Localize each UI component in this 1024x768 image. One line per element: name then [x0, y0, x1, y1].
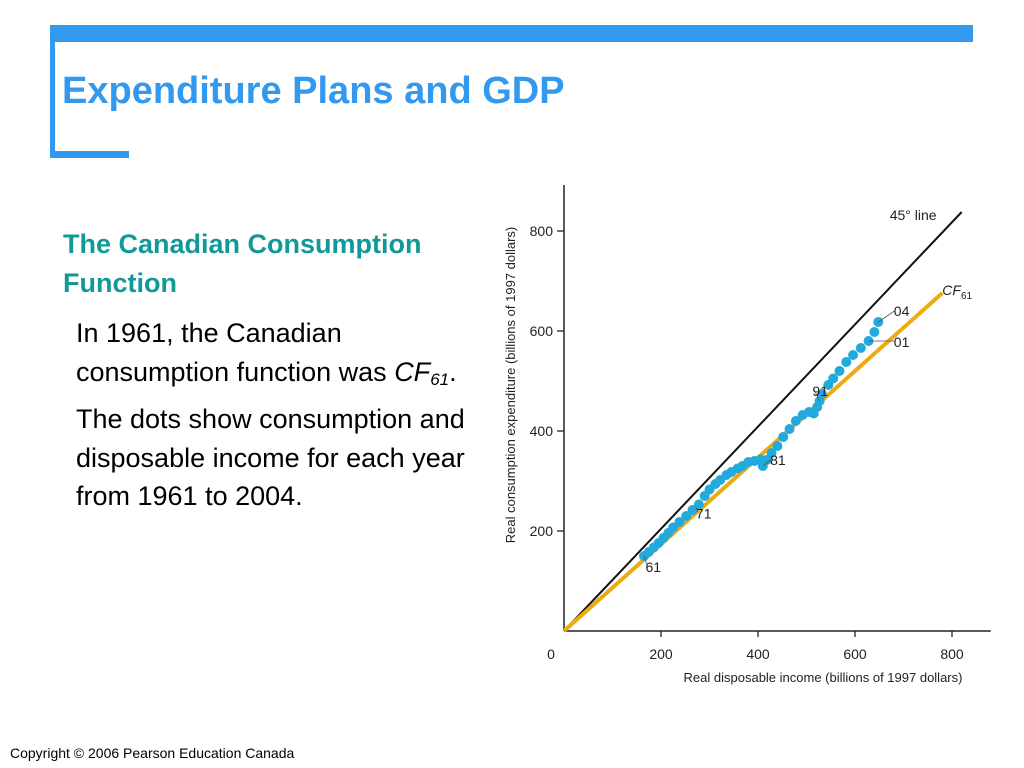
x-axis-label: Real disposable income (billions of 1997…: [684, 670, 963, 685]
data-point: [855, 343, 866, 353]
data-point: [817, 389, 828, 399]
data-point: [828, 373, 839, 384]
title-accent-bar: [50, 25, 973, 42]
year-label: 04: [894, 303, 910, 319]
data-point: [848, 350, 859, 360]
cf-symbol: CF61: [394, 356, 450, 389]
data-point: [834, 366, 845, 376]
data-point: [761, 455, 772, 465]
copyright-notice: Copyright © 2006 Pearson Education Canad…: [10, 745, 295, 761]
x-tick-label: 200: [649, 646, 673, 662]
paragraph-1: In 1961, the Canadian consumption functi…: [76, 314, 476, 392]
year-label-leader: [813, 389, 820, 402]
x-tick-label: 400: [746, 646, 770, 662]
data-point: [790, 416, 801, 426]
forty-five-degree-line: [563, 211, 963, 632]
y-tick-label: 600: [530, 323, 554, 339]
year-label-leader: [695, 507, 699, 513]
year-label: 81: [770, 452, 786, 468]
year-label: 01: [894, 334, 910, 350]
year-label-leader: [878, 309, 897, 323]
data-point: [841, 357, 852, 367]
year-label: 91: [812, 383, 828, 399]
data-point: [778, 432, 789, 442]
data-point: [784, 424, 795, 434]
data-point: [681, 511, 692, 521]
year-label: 71: [696, 506, 712, 522]
paragraph-1-end: .: [449, 356, 457, 387]
forty-five-line-label: 45° line: [890, 207, 937, 223]
paragraph-1-text: In 1961, the Canadian consumption functi…: [76, 318, 395, 387]
data-point: [863, 336, 874, 346]
slide-body: In 1961, the Canadian consumption functi…: [76, 314, 476, 524]
y-axis-label: Real consumption expenditure (billions o…: [503, 227, 518, 544]
title-bracket: [50, 25, 55, 158]
consumption-function-chart: 200 400 600 800 0 200 400 600 800 Real disposable…: [490, 185, 1010, 695]
cf-subscript: 61: [430, 369, 450, 389]
data-point: [766, 448, 777, 458]
y-tick-label: 800: [530, 223, 554, 239]
year-label-leader: [643, 555, 648, 567]
year-label-leader: [762, 458, 773, 467]
x-tick-label: 600: [843, 646, 867, 662]
cf-line-label: CF61: [942, 282, 972, 302]
y-tick-label: 200: [530, 523, 554, 539]
data-point: [772, 441, 783, 451]
x-tick-label: 800: [940, 646, 964, 662]
data-point: [869, 327, 880, 337]
y-tick-label: 400: [530, 423, 554, 439]
slide-title: Expenditure Plans and GDP: [62, 70, 565, 112]
title-bracket-foot: [50, 151, 129, 158]
data-point: [693, 499, 704, 510]
paragraph-2: The dots show consumption and disposable…: [76, 403, 465, 512]
data-point: [674, 517, 685, 527]
year-label: 61: [645, 559, 661, 575]
chart-svg: 200 400 600 800 0 200 400 600 800 Real disposable…: [503, 185, 991, 685]
slide-subtitle: The Canadian Consumption Function: [63, 229, 422, 299]
x-tick-label: 0: [547, 646, 555, 662]
